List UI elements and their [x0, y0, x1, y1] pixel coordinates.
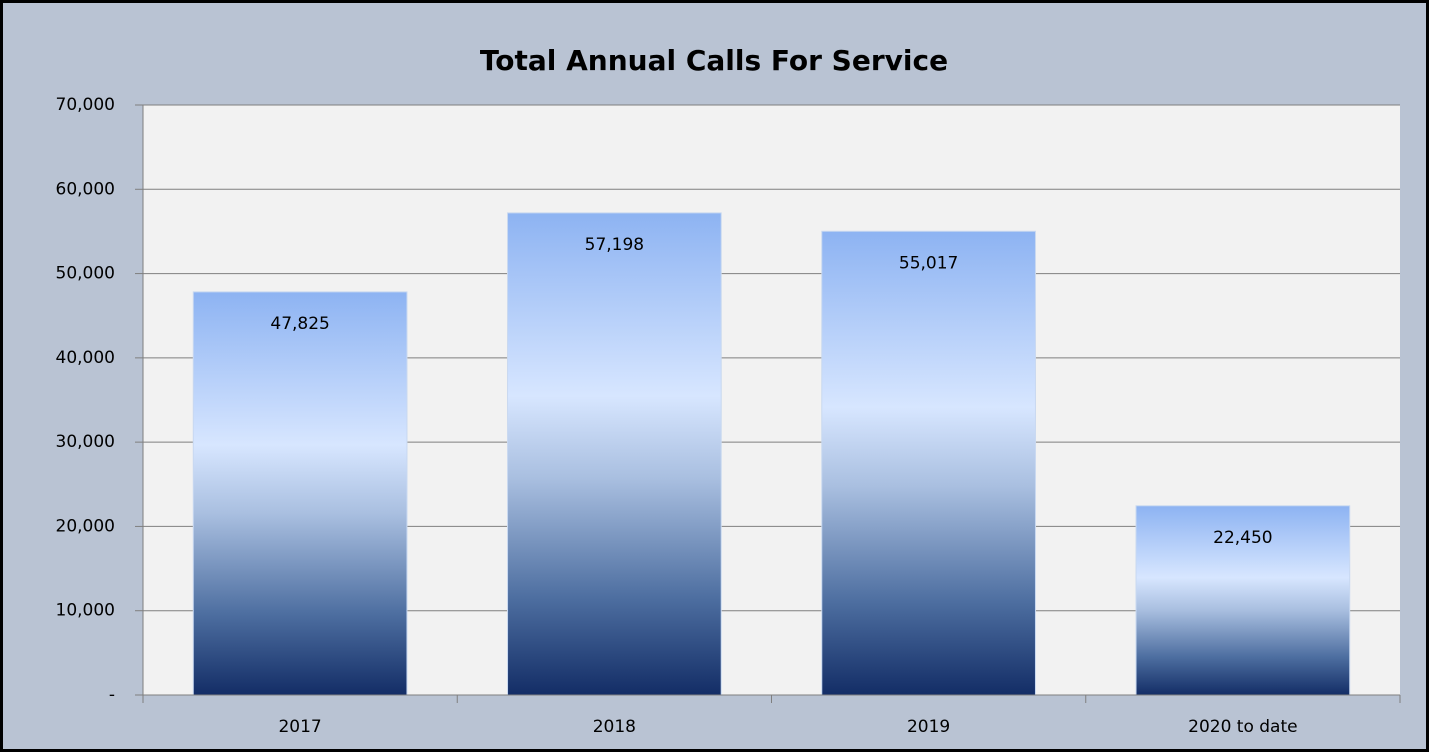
x-tick-label: 2018: [593, 717, 636, 737]
y-tick-label: 10,000: [56, 601, 115, 621]
y-tick-label: 50,000: [56, 264, 115, 284]
chart-title: Total Annual Calls For Service: [480, 44, 948, 77]
bar: [507, 212, 722, 696]
y-tick-label: 40,000: [56, 348, 115, 368]
y-tick-label: 30,000: [56, 432, 115, 452]
value-label: 22,450: [1213, 528, 1272, 548]
y-tick-label: -: [109, 685, 115, 705]
value-label: 55,017: [899, 253, 958, 273]
value-label: 47,825: [270, 314, 329, 334]
y-tick-label: 60,000: [56, 179, 115, 199]
bar: [1135, 505, 1351, 696]
bar: [192, 291, 408, 696]
x-tick-label: 2020 to date: [1188, 717, 1297, 737]
x-tick-label: 2019: [907, 717, 950, 737]
value-label: 57,198: [585, 235, 644, 255]
y-tick-label: 70,000: [56, 95, 115, 115]
bar: [821, 230, 1036, 696]
y-tick-label: 20,000: [56, 516, 115, 536]
x-tick-label: 2017: [278, 717, 321, 737]
